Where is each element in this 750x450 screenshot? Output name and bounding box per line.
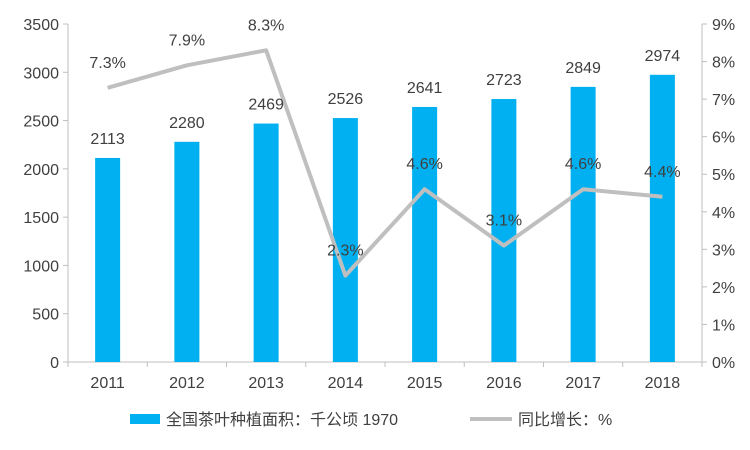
- bar-value-label: 2526: [328, 91, 364, 108]
- y-right-tick-label: 4%: [712, 205, 735, 222]
- axes-group: 0 500 1000 1500 2000 2500 3000 3500 0% 1% 2% 3% 4% 5%…: [23, 17, 735, 392]
- y-left-tick-label: 0: [50, 355, 59, 372]
- bar-2013: [253, 123, 279, 362]
- x-tick-label: 2016: [486, 375, 522, 392]
- y-left-tick-label: 500: [32, 307, 59, 324]
- bar-2014: [332, 118, 358, 362]
- y-right-tick-label: 7%: [712, 92, 735, 109]
- y-left-tick-label: 3000: [23, 65, 59, 82]
- legend: 全国茶叶种植面积：千公顷 1970 同比增长：%: [130, 411, 612, 429]
- y-right-tick-label: 8%: [712, 55, 735, 72]
- legend-bar-swatch: [130, 414, 160, 424]
- bar-value-label: 2849: [565, 60, 601, 77]
- line-value-label: 7.9%: [169, 32, 205, 49]
- line-value-label: 4.4%: [644, 164, 680, 181]
- bar-value-label: 2641: [407, 80, 443, 97]
- line-value-label: 8.3%: [248, 17, 284, 34]
- y-left-tick-label: 1000: [23, 258, 59, 275]
- y-right-tick-label: 5%: [712, 167, 735, 184]
- bar-value-label: 2723: [486, 72, 522, 89]
- y-right-tick-label: 0%: [712, 355, 735, 372]
- y-left-tick-label: 2500: [23, 114, 59, 131]
- bar-2012: [174, 141, 200, 362]
- y-right-tick-label: 9%: [712, 17, 735, 34]
- bars-group: [95, 74, 675, 363]
- line-value-label: 3.1%: [486, 213, 522, 230]
- legend-line-label: 同比增长：%: [518, 411, 612, 429]
- bar-2018: [649, 74, 675, 362]
- line-value-label: 7.3%: [89, 55, 125, 72]
- line-value-label: 2.3%: [327, 243, 363, 260]
- y-right-tick-label: 2%: [712, 280, 735, 297]
- bar-value-label: 2113: [90, 131, 125, 148]
- bar-value-label: 2280: [169, 115, 205, 132]
- x-tick-label: 2013: [248, 375, 284, 392]
- x-tick-label: 2012: [169, 375, 205, 392]
- y-left-tick-label: 3500: [23, 17, 59, 34]
- bar-value-label: 2469: [248, 97, 284, 114]
- bar-2015: [412, 106, 438, 362]
- line-group: [107, 48, 663, 278]
- y-left-tick-label: 2000: [23, 162, 59, 179]
- line-value-label: 4.6%: [565, 156, 601, 173]
- growth-line: [107, 48, 663, 278]
- bar-2011: [95, 157, 121, 362]
- bar-2017: [570, 86, 596, 363]
- bar-value-label: 2974: [645, 48, 681, 65]
- x-tick-label: 2015: [407, 375, 443, 392]
- line-value-label: 4.6%: [406, 156, 442, 173]
- y-right-tick-label: 1%: [712, 317, 735, 334]
- legend-bar-label: 全国茶叶种植面积：千公顷 1970: [166, 411, 398, 429]
- bar-2016: [491, 99, 517, 362]
- y-right-tick-label: 6%: [712, 130, 735, 147]
- x-tick-label: 2014: [328, 375, 364, 392]
- y-left-tick-label: 1500: [23, 210, 59, 227]
- data-labels-group: 2113 2280 2469 2526 2641 2723 2849 2974 7.3% 7.9%…: [89, 17, 680, 259]
- x-tick-label: 2018: [645, 375, 681, 392]
- y-right-tick-label: 3%: [712, 242, 735, 259]
- x-tick-label: 2017: [565, 375, 601, 392]
- x-tick-label: 2011: [90, 375, 125, 392]
